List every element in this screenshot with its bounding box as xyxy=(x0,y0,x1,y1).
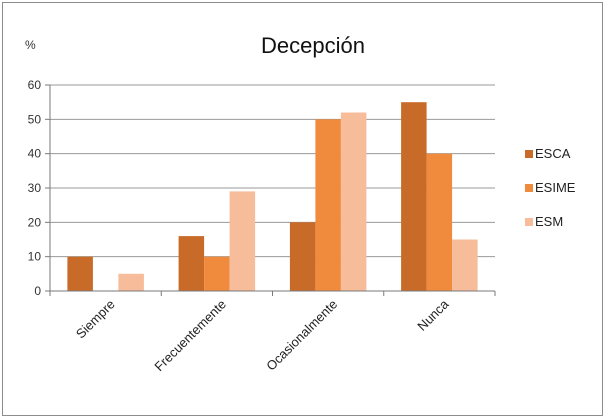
legend-swatch-esime xyxy=(525,184,533,192)
y-tick-label: 10 xyxy=(28,250,42,264)
y-tick-label: 60 xyxy=(28,78,42,92)
x-axis-ticks: Siempre Frecuentemente Ocasionalmente Nunca xyxy=(49,291,496,375)
legend: ESCA ESIME ESM xyxy=(525,146,576,229)
bar-esca-siempre xyxy=(67,256,93,291)
bar-esm-siempre xyxy=(118,273,144,291)
bar-esm-frecuentemente xyxy=(229,191,256,291)
bar-chart: Decepción % 0 10 20 30 40 50 60 Siempre Frecuen… xyxy=(25,33,576,375)
y-tick-label: 40 xyxy=(28,147,42,161)
bar-esime-ocasionalmente xyxy=(315,119,341,291)
x-tick-label: Ocasionalmente xyxy=(263,297,340,374)
bar-esm-ocasionalmente xyxy=(340,112,367,291)
bar-esca-frecuentemente xyxy=(178,236,205,291)
legend-swatch-esca xyxy=(525,150,533,158)
x-tick-label: Siempre xyxy=(73,297,118,342)
bar-esm-nunca xyxy=(452,239,478,291)
legend-label: ESCA xyxy=(535,146,571,161)
bar-esca-ocasionalmente xyxy=(289,222,316,291)
x-tick-label: Nunca xyxy=(414,296,452,334)
y-axis-label: % xyxy=(25,38,36,52)
legend-swatch-esm xyxy=(525,218,533,226)
y-tick-label: 20 xyxy=(28,215,42,229)
x-tick-label: Frecuentemente xyxy=(151,297,229,375)
y-tick-label: 50 xyxy=(28,112,42,126)
y-tick-label: 0 xyxy=(34,284,41,298)
y-axis-ticks: 0 10 20 30 40 50 60 xyxy=(28,78,50,298)
legend-label: ESM xyxy=(535,214,563,229)
bars xyxy=(67,102,478,291)
chart-title: Decepción xyxy=(261,33,365,58)
legend-label: ESIME xyxy=(535,180,576,195)
bar-esime-frecuentemente xyxy=(204,256,230,291)
chart-frame: Decepción % 0 10 20 30 40 50 60 Siempre Frecuen… xyxy=(2,2,603,416)
bar-esca-nunca xyxy=(401,102,427,291)
y-tick-label: 30 xyxy=(28,181,42,195)
bar-esime-nunca xyxy=(426,153,453,291)
